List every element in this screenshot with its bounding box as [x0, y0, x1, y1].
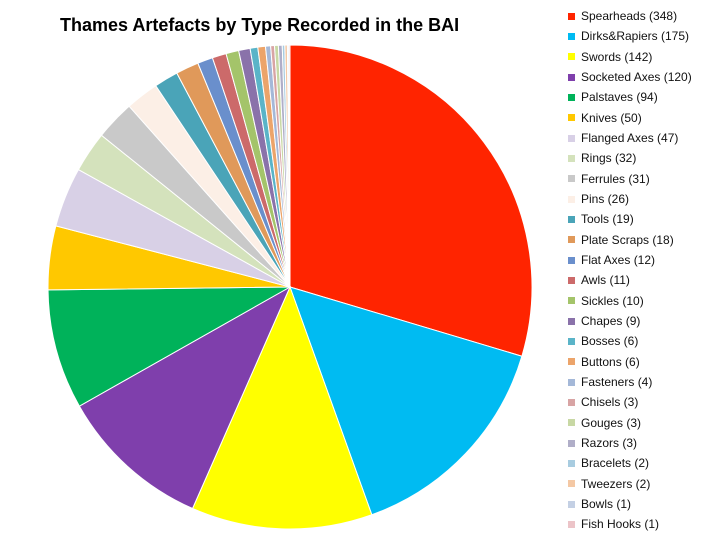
- legend-swatch: [568, 439, 575, 447]
- legend-label: Tweezers (2): [581, 476, 651, 491]
- legend-item: Rings (32): [568, 148, 718, 168]
- legend-swatch: [568, 500, 575, 508]
- legend-swatch: [568, 256, 575, 264]
- pie-slice-swords: [191, 285, 373, 530]
- legend-item: Bosses (6): [568, 331, 718, 351]
- legend-swatch: [568, 93, 575, 101]
- legend-label: Flat Axes (12): [581, 253, 656, 268]
- legend-swatch: [568, 73, 575, 81]
- pie-slice-spearheads: [289, 44, 533, 357]
- legend-swatch: [568, 520, 575, 528]
- legend-item: Ferrules (31): [568, 169, 718, 189]
- legend-label: Flanged Axes (47): [581, 131, 679, 146]
- legend-item: Pins (26): [568, 189, 718, 209]
- legend-label: Gouges (3): [581, 415, 642, 430]
- legend-item: Tweezers (2): [568, 474, 718, 494]
- legend-label: Bracelets (2): [581, 456, 650, 471]
- legend-item: Bowls (1): [568, 494, 718, 514]
- legend-item: Knives (50): [568, 108, 718, 128]
- legend-item: Sickles (10): [568, 291, 718, 311]
- legend-swatch: [568, 175, 575, 183]
- pie-slice-fish-hooks: [288, 44, 291, 288]
- legend-item: Chapes (9): [568, 311, 718, 331]
- legend-label: Bosses (6): [581, 334, 639, 349]
- legend-swatch: [568, 480, 575, 488]
- legend-swatch: [568, 419, 575, 427]
- legend-label: Spearheads (348): [581, 9, 678, 24]
- legend-item: Buttons (6): [568, 352, 718, 372]
- legend-label: Tools (19): [581, 212, 634, 227]
- legend-item: Spearheads (348): [568, 6, 718, 26]
- legend-item: Fasteners (4): [568, 372, 718, 392]
- legend-label: Pins (26): [581, 192, 630, 207]
- legend-item: Gouges (3): [568, 413, 718, 433]
- pie-slice-socketed-axes: [78, 285, 292, 510]
- legend-label: Awls (11): [581, 273, 630, 288]
- legend-swatch: [568, 53, 575, 61]
- legend-item: Socketed Axes (120): [568, 67, 718, 87]
- legend-label: Ferrules (31): [581, 171, 650, 186]
- legend-label: Knives (50): [581, 110, 642, 125]
- pie-slice-dirks-rapiers: [289, 286, 523, 516]
- legend-item: Bracelets (2): [568, 453, 718, 473]
- legend-swatch: [568, 32, 575, 40]
- legend-swatch: [568, 134, 575, 142]
- legend-item: Chisels (3): [568, 392, 718, 412]
- legend-label: Palstaves (94): [581, 90, 658, 105]
- legend-label: Dirks&Rapiers (175): [581, 29, 690, 44]
- legend-label: Buttons (6): [581, 354, 640, 369]
- legend-item: Plate Scraps (18): [568, 230, 718, 250]
- legend-label: Sickles (10): [581, 293, 644, 308]
- pie-slice-palstaves: [47, 286, 291, 407]
- legend-swatch: [568, 398, 575, 406]
- legend-item: Flanged Axes (47): [568, 128, 718, 148]
- legend-item: Fish Hooks (1): [568, 514, 718, 534]
- legend-item: Tools (19): [568, 209, 718, 229]
- legend-label: Plate Scraps (18): [581, 232, 674, 247]
- legend-swatch: [568, 114, 575, 122]
- pie-chart: [47, 44, 533, 530]
- legend-label: Fish Hooks (1): [581, 517, 660, 532]
- legend-item: Razors (3): [568, 433, 718, 453]
- legend-swatch: [568, 12, 575, 20]
- legend-swatch: [568, 195, 575, 203]
- chart-title: Thames Artefacts by Type Recorded in the…: [60, 15, 460, 35]
- legend-item: Awls (11): [568, 270, 718, 290]
- legend-label: Socketed Axes (120): [581, 70, 692, 85]
- legend-swatch: [568, 236, 575, 244]
- legend-label: Bowls (1): [581, 497, 632, 512]
- legend-label: Razors (3): [581, 436, 638, 451]
- legend-swatch: [568, 358, 575, 366]
- legend-swatch: [568, 337, 575, 345]
- legend-label: Chisels (3): [581, 395, 639, 410]
- legend-item: Flat Axes (12): [568, 250, 718, 270]
- legend-swatch: [568, 297, 575, 305]
- legend-item: Dirks&Rapiers (175): [568, 26, 718, 46]
- legend-swatch: [568, 215, 575, 223]
- legend-swatch: [568, 276, 575, 284]
- legend: Spearheads (348) Dirks&Rapiers (175) Sword…: [568, 6, 718, 535]
- legend-label: Rings (32): [581, 151, 637, 166]
- legend-label: Fasteners (4): [581, 375, 653, 390]
- legend-swatch: [568, 154, 575, 162]
- legend-item: Swords (142): [568, 47, 718, 67]
- legend-swatch: [568, 378, 575, 386]
- legend-swatch: [568, 317, 575, 325]
- legend-label: Chapes (9): [581, 314, 641, 329]
- legend-swatch: [568, 459, 575, 467]
- legend-label: Swords (142): [581, 49, 653, 64]
- legend-item: Palstaves (94): [568, 87, 718, 107]
